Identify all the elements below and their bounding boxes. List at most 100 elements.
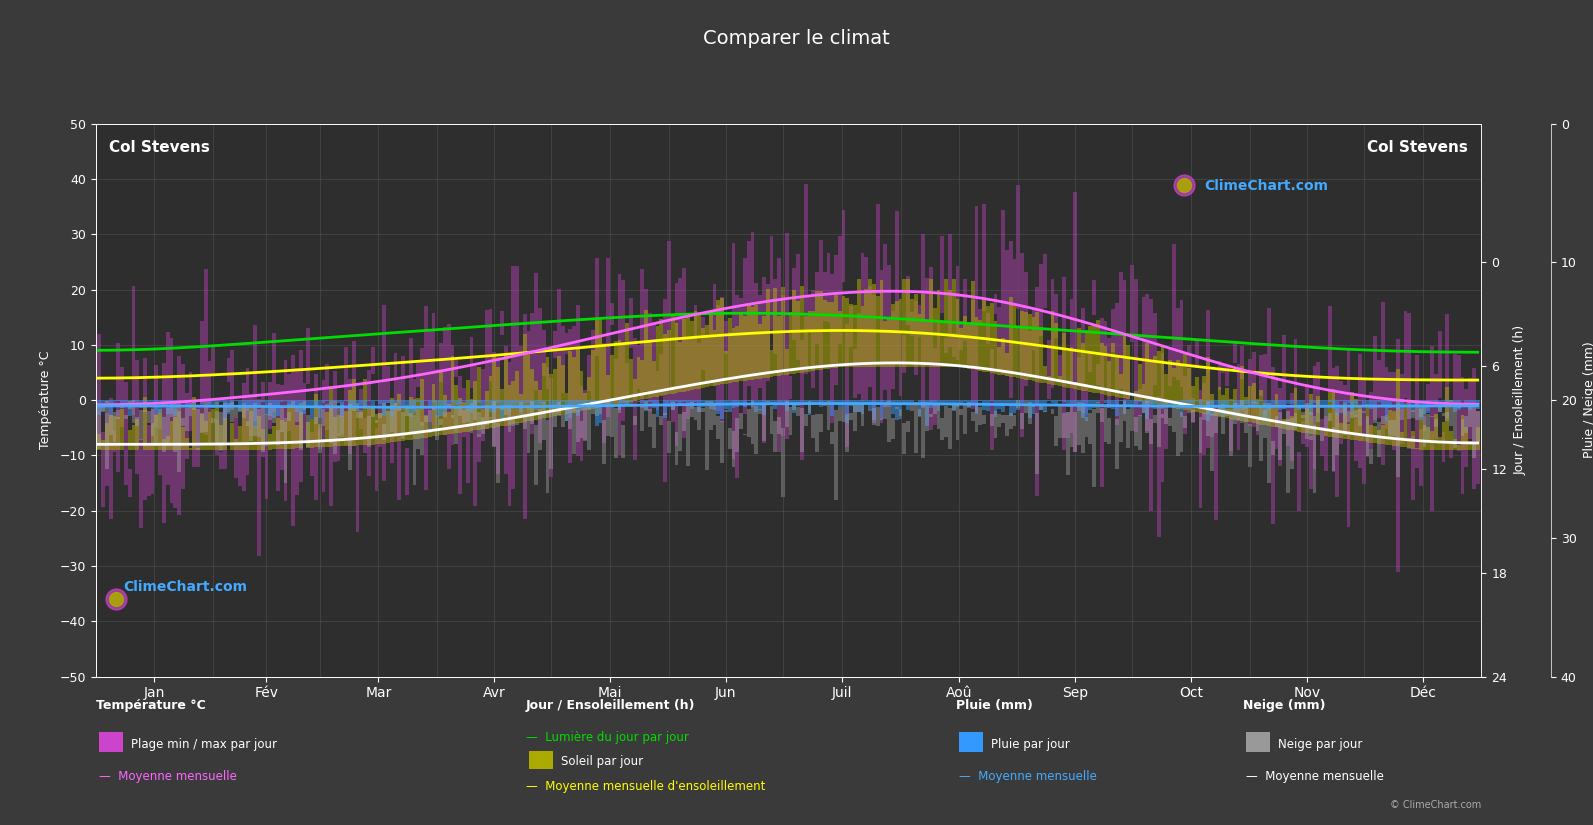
Bar: [816, 291, 819, 370]
Bar: [421, 347, 424, 426]
Bar: [857, 400, 860, 412]
Bar: [607, 375, 610, 406]
Bar: [390, 398, 393, 442]
Bar: [607, 400, 610, 406]
Bar: [583, 408, 588, 441]
Text: Soleil par jour: Soleil par jour: [561, 755, 644, 768]
Bar: [158, 429, 162, 475]
Bar: [303, 401, 306, 410]
Bar: [1035, 400, 1039, 406]
Bar: [1400, 400, 1403, 409]
Bar: [1313, 425, 1316, 435]
Bar: [1332, 400, 1335, 409]
Bar: [218, 451, 223, 469]
Bar: [1126, 345, 1131, 399]
Bar: [218, 400, 223, 402]
Bar: [983, 414, 986, 424]
Bar: [618, 341, 621, 404]
Bar: [489, 400, 492, 412]
Bar: [1458, 356, 1461, 451]
Bar: [108, 398, 113, 519]
Bar: [792, 290, 796, 374]
Bar: [245, 422, 250, 450]
Bar: [256, 400, 261, 407]
Bar: [256, 416, 261, 450]
Bar: [1118, 406, 1123, 442]
Bar: [268, 433, 272, 450]
Bar: [618, 400, 621, 410]
Bar: [712, 285, 717, 386]
Bar: [401, 400, 405, 407]
Bar: [773, 400, 777, 409]
Bar: [523, 333, 527, 422]
Bar: [569, 400, 572, 418]
Bar: [196, 409, 201, 450]
Bar: [1058, 376, 1063, 386]
Bar: [914, 300, 918, 375]
Bar: [629, 359, 632, 402]
Bar: [454, 408, 459, 445]
Bar: [1115, 304, 1118, 425]
Bar: [1434, 374, 1438, 440]
Bar: [185, 394, 188, 459]
Bar: [397, 400, 401, 403]
Bar: [1453, 439, 1458, 450]
Bar: [1464, 389, 1469, 468]
Bar: [640, 361, 644, 399]
Bar: [1228, 409, 1233, 456]
Bar: [1024, 401, 1027, 413]
Bar: [1236, 400, 1241, 403]
Bar: [341, 405, 344, 436]
Bar: [773, 288, 777, 376]
Bar: [652, 400, 656, 408]
Bar: [1123, 401, 1126, 421]
Bar: [1442, 422, 1445, 450]
Bar: [132, 425, 135, 450]
Bar: [311, 431, 314, 476]
Bar: [849, 305, 854, 347]
Bar: [401, 412, 405, 439]
Bar: [906, 421, 910, 432]
Bar: [811, 415, 816, 438]
Bar: [1236, 408, 1241, 420]
Bar: [921, 400, 926, 408]
Bar: [1043, 411, 1047, 412]
Bar: [975, 403, 978, 432]
Bar: [679, 413, 682, 451]
Bar: [311, 402, 314, 403]
Bar: [1247, 386, 1252, 422]
Bar: [1225, 367, 1228, 386]
Bar: [967, 324, 970, 364]
Bar: [742, 257, 747, 414]
Bar: [1063, 400, 1066, 402]
Bar: [276, 400, 280, 416]
Bar: [717, 417, 720, 439]
Bar: [1434, 413, 1438, 450]
Bar: [299, 400, 303, 415]
Bar: [871, 295, 876, 423]
Bar: [964, 400, 967, 403]
Bar: [1172, 400, 1176, 401]
Bar: [755, 400, 758, 412]
Bar: [1055, 294, 1058, 337]
Bar: [226, 357, 231, 382]
Bar: [1343, 403, 1346, 439]
Bar: [1327, 306, 1332, 389]
Bar: [446, 412, 451, 434]
Bar: [1206, 310, 1211, 448]
Bar: [1039, 400, 1043, 409]
Bar: [841, 408, 846, 422]
Bar: [933, 308, 937, 367]
Bar: [1381, 302, 1384, 465]
Bar: [386, 365, 390, 403]
Bar: [975, 206, 978, 412]
Bar: [569, 409, 572, 429]
Bar: [1332, 368, 1335, 472]
Bar: [409, 400, 413, 417]
Bar: [693, 305, 698, 407]
Bar: [231, 400, 234, 410]
Bar: [761, 277, 766, 443]
Bar: [846, 324, 849, 447]
Bar: [139, 400, 143, 408]
Bar: [1082, 403, 1085, 453]
